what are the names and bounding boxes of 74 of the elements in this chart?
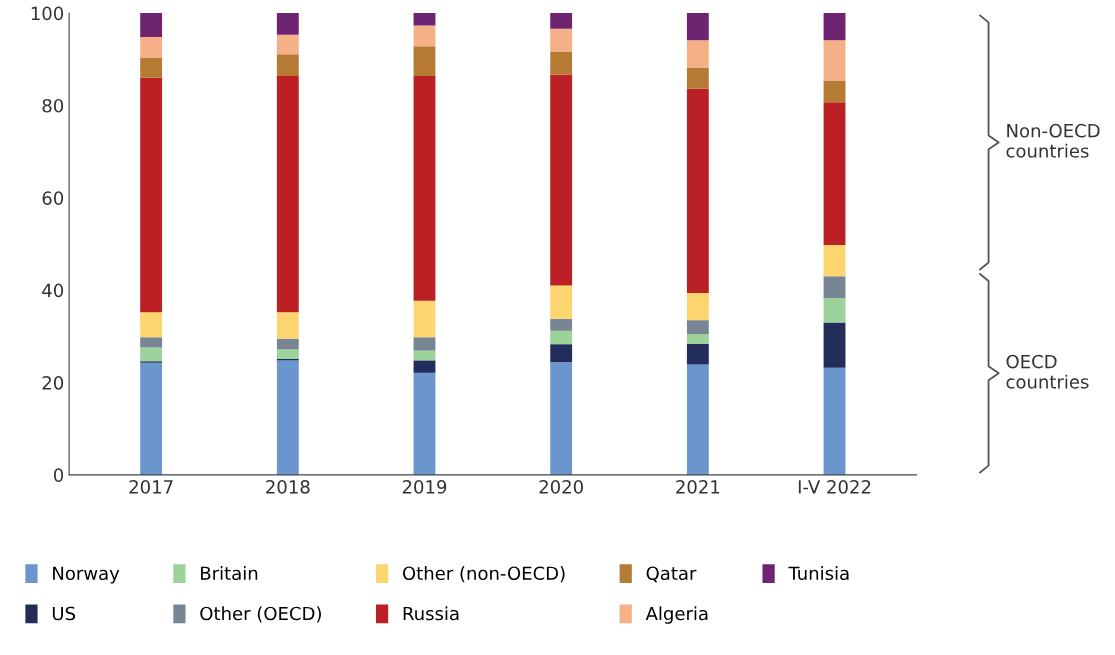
bar xyxy=(276,75,299,313)
bar xyxy=(550,51,573,75)
bar xyxy=(140,337,163,348)
bar xyxy=(413,75,436,301)
bar xyxy=(686,292,709,321)
bar xyxy=(823,276,846,299)
bar xyxy=(686,40,709,68)
bar xyxy=(823,244,846,277)
bar xyxy=(413,25,436,47)
legend-label: Britain xyxy=(201,566,258,581)
bar xyxy=(550,285,573,319)
bar xyxy=(686,364,709,475)
bar xyxy=(686,343,709,365)
bar xyxy=(686,13,709,41)
bar xyxy=(276,360,299,475)
bar xyxy=(413,372,436,475)
x-tick-label: 2020 xyxy=(539,480,583,494)
legend-label: Other (OECD) xyxy=(200,606,321,623)
y-tick-label: 0 xyxy=(53,468,64,482)
bar xyxy=(550,28,573,52)
x-tick-label: 2017 xyxy=(129,480,173,494)
bar xyxy=(276,349,299,359)
bar xyxy=(276,338,299,350)
bar xyxy=(550,318,573,331)
bar xyxy=(686,320,709,335)
bar xyxy=(413,13,436,26)
bar xyxy=(140,347,163,362)
bar xyxy=(823,13,846,41)
x-tick-label: 2021 xyxy=(676,480,720,494)
bar xyxy=(550,13,573,29)
y-tick-label: 60 xyxy=(42,191,64,205)
y-tick-label: 40 xyxy=(42,283,64,298)
y-tick-label: 20 xyxy=(42,375,64,390)
bar xyxy=(413,300,436,338)
bar xyxy=(550,344,573,363)
bar xyxy=(550,330,573,345)
legend-label: US xyxy=(52,606,76,621)
bar xyxy=(140,13,163,38)
x-tick-label: 2019 xyxy=(402,480,447,494)
legend-label: Other (non-OECD) xyxy=(402,566,565,583)
bar xyxy=(550,74,573,286)
bar xyxy=(686,88,709,293)
text: Non-OECD countries xyxy=(1006,123,1100,158)
legend-label: Algeria xyxy=(645,606,708,624)
bar xyxy=(276,34,299,55)
x-tick-label: 2018 xyxy=(266,480,310,494)
bar xyxy=(550,362,573,475)
x-tick-label: I-V 2022 xyxy=(798,480,871,494)
bar xyxy=(140,362,163,475)
bar xyxy=(686,334,709,344)
bar xyxy=(276,54,299,76)
bar xyxy=(823,102,846,245)
bar xyxy=(276,13,299,35)
bar xyxy=(823,298,846,323)
legend-label: Norway xyxy=(53,566,120,584)
bar xyxy=(823,40,846,81)
bar xyxy=(686,67,709,89)
y-tick-label: 80 xyxy=(42,98,64,113)
bar xyxy=(413,46,436,76)
bar xyxy=(140,77,163,313)
bar xyxy=(140,57,163,78)
legend-label: Tunisia xyxy=(788,566,849,581)
bar xyxy=(140,312,163,338)
legend-label: Qatar xyxy=(646,566,697,583)
bar xyxy=(140,37,163,58)
bar xyxy=(276,312,299,339)
text: OECD countries xyxy=(1006,354,1089,389)
y-tick-label: 100 xyxy=(31,6,64,21)
bar xyxy=(413,360,436,373)
bar xyxy=(823,80,846,103)
bar xyxy=(823,322,846,368)
legend-label: Russia xyxy=(403,606,459,621)
bar xyxy=(823,367,846,475)
bar xyxy=(413,337,436,351)
